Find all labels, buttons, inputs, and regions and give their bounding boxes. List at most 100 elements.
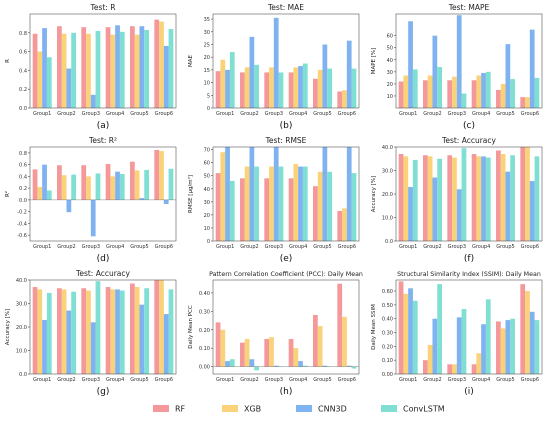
bar-cnn3d-group4 <box>298 167 303 241</box>
x-tick-label: Group1 <box>33 377 51 383</box>
y-tick-label: 0.6 <box>19 163 27 169</box>
x-tick-label: Group4 <box>472 377 490 383</box>
bar-cnn3d-group2 <box>433 36 438 108</box>
bar-rf-group4 <box>106 287 111 374</box>
bar-convlstm-group1 <box>47 57 52 108</box>
bar-xgb-group1 <box>403 294 408 374</box>
bar-xgb-group2 <box>245 339 250 367</box>
bar-xgb-group3 <box>86 34 91 108</box>
bar-cnn3d-group1 <box>225 361 230 367</box>
bar-cnn3d-group3 <box>91 322 96 374</box>
bar-xgb-group6 <box>342 317 347 367</box>
y-tick-label: 0.2 <box>19 87 27 93</box>
y-axis-label: Daily Mean SSIM <box>371 304 377 350</box>
x-tick-label: Group1 <box>399 244 417 250</box>
bar-cnn3d-group6 <box>164 46 169 108</box>
bar-xgb-group6 <box>525 147 530 241</box>
y-axis-label: Daily Mean PCC <box>188 305 194 349</box>
bar-cnn3d-group1 <box>408 187 413 241</box>
bar-convlstm-group5 <box>144 170 149 200</box>
bar-rf-group5 <box>130 162 135 200</box>
y-tick-label: 0.0 <box>19 198 27 204</box>
bar-xgb-group6 <box>159 151 164 200</box>
bar-xgb-group1 <box>37 187 42 200</box>
chart-title: Test: R² <box>88 136 117 145</box>
bar-convlstm-group1 <box>230 52 235 108</box>
bar-rf-group6 <box>520 284 525 374</box>
chart-title: Test: R <box>90 3 116 12</box>
bar-cnn3d-group3 <box>457 189 462 241</box>
bar-xgb-group1 <box>37 289 42 374</box>
bar-rf-group1 <box>399 281 404 374</box>
y-tick-label: 10.0 <box>382 216 393 222</box>
y-tick-label: 25 <box>204 42 210 48</box>
bar-convlstm-group4 <box>486 299 491 374</box>
bar-rf-group3 <box>447 80 452 108</box>
bar-rf-group1 <box>33 169 38 200</box>
plot-frame <box>213 14 359 108</box>
legend-label-xgb: XGB <box>244 405 261 414</box>
bar-cnn3d-group2 <box>250 359 255 366</box>
bar-convlstm-group1 <box>413 301 418 374</box>
panel-label: (e) <box>280 254 293 264</box>
bar-rf-group4 <box>289 339 294 367</box>
bar-xgb-group5 <box>318 172 323 241</box>
bar-rf-group4 <box>472 80 477 108</box>
bar-cnn3d-group4 <box>481 324 486 374</box>
x-tick-label: Group6 <box>155 111 173 117</box>
bar-rf-group6 <box>154 280 159 374</box>
bar-convlstm-group6 <box>535 156 540 241</box>
bar-convlstm-group4 <box>120 32 125 108</box>
y-axis-label: R² <box>4 191 11 197</box>
bar-xgb-group3 <box>86 176 91 200</box>
y-axis-label: Accuracy [%] <box>371 176 377 212</box>
y-tick-label: 0.4 <box>19 68 27 74</box>
x-tick-label: Group6 <box>155 244 173 250</box>
bar-convlstm-group2 <box>71 175 76 200</box>
bar-convlstm-group6 <box>169 29 174 108</box>
y-tick-label: 0.4 <box>19 174 27 180</box>
bar-cnn3d-group4 <box>481 73 486 108</box>
bar-rf-group2 <box>423 80 428 108</box>
panel-label: (i) <box>464 387 474 397</box>
y-tick-label: 0.40 <box>199 291 210 297</box>
y-tick-label: -0.4 <box>17 221 27 227</box>
bar-convlstm-group2 <box>71 292 76 374</box>
bar-xgb-group6 <box>159 280 164 374</box>
x-tick-label: Group3 <box>265 111 283 117</box>
x-tick-label: Group2 <box>57 377 75 383</box>
bar-rf-group5 <box>130 284 135 374</box>
x-tick-label: Group6 <box>521 111 539 117</box>
bar-cnn3d-group3 <box>274 147 279 241</box>
panel-label: (h) <box>280 387 293 397</box>
bar-cnn3d-group6 <box>164 314 169 374</box>
bar-convlstm-group1 <box>413 69 418 108</box>
bar-cnn3d-group3 <box>91 95 96 108</box>
bar-cnn3d-group4 <box>298 361 303 367</box>
x-tick-label: Group4 <box>472 111 490 117</box>
bar-xgb-group2 <box>62 175 67 200</box>
x-tick-label: Group4 <box>106 377 124 383</box>
bar-cnn3d-group2 <box>250 147 255 241</box>
bar-cnn3d-group4 <box>481 156 486 241</box>
bar-xgb-group1 <box>403 156 408 241</box>
bar-rf-group2 <box>423 155 428 241</box>
plot-frame <box>30 14 176 108</box>
bar-xgb-group4 <box>293 348 298 366</box>
bar-rf-group3 <box>264 178 269 241</box>
y-tick-label: 10 <box>204 81 210 87</box>
x-tick-label: Group4 <box>289 377 307 383</box>
bar-convlstm-group2 <box>437 159 442 241</box>
y-tick-label: 30 <box>204 30 210 36</box>
bar-cnn3d-group1 <box>408 288 413 374</box>
bar-cnn3d-group5 <box>506 44 511 108</box>
bar-xgb-group1 <box>220 152 225 241</box>
x-tick-label: Group3 <box>82 111 100 117</box>
y-tick-label: 0.00 <box>382 372 393 378</box>
x-tick-label: Group6 <box>155 377 173 383</box>
bar-rf-group1 <box>216 71 221 108</box>
bar-rf-group5 <box>313 186 318 241</box>
y-tick-label: 30.0 <box>382 169 393 175</box>
